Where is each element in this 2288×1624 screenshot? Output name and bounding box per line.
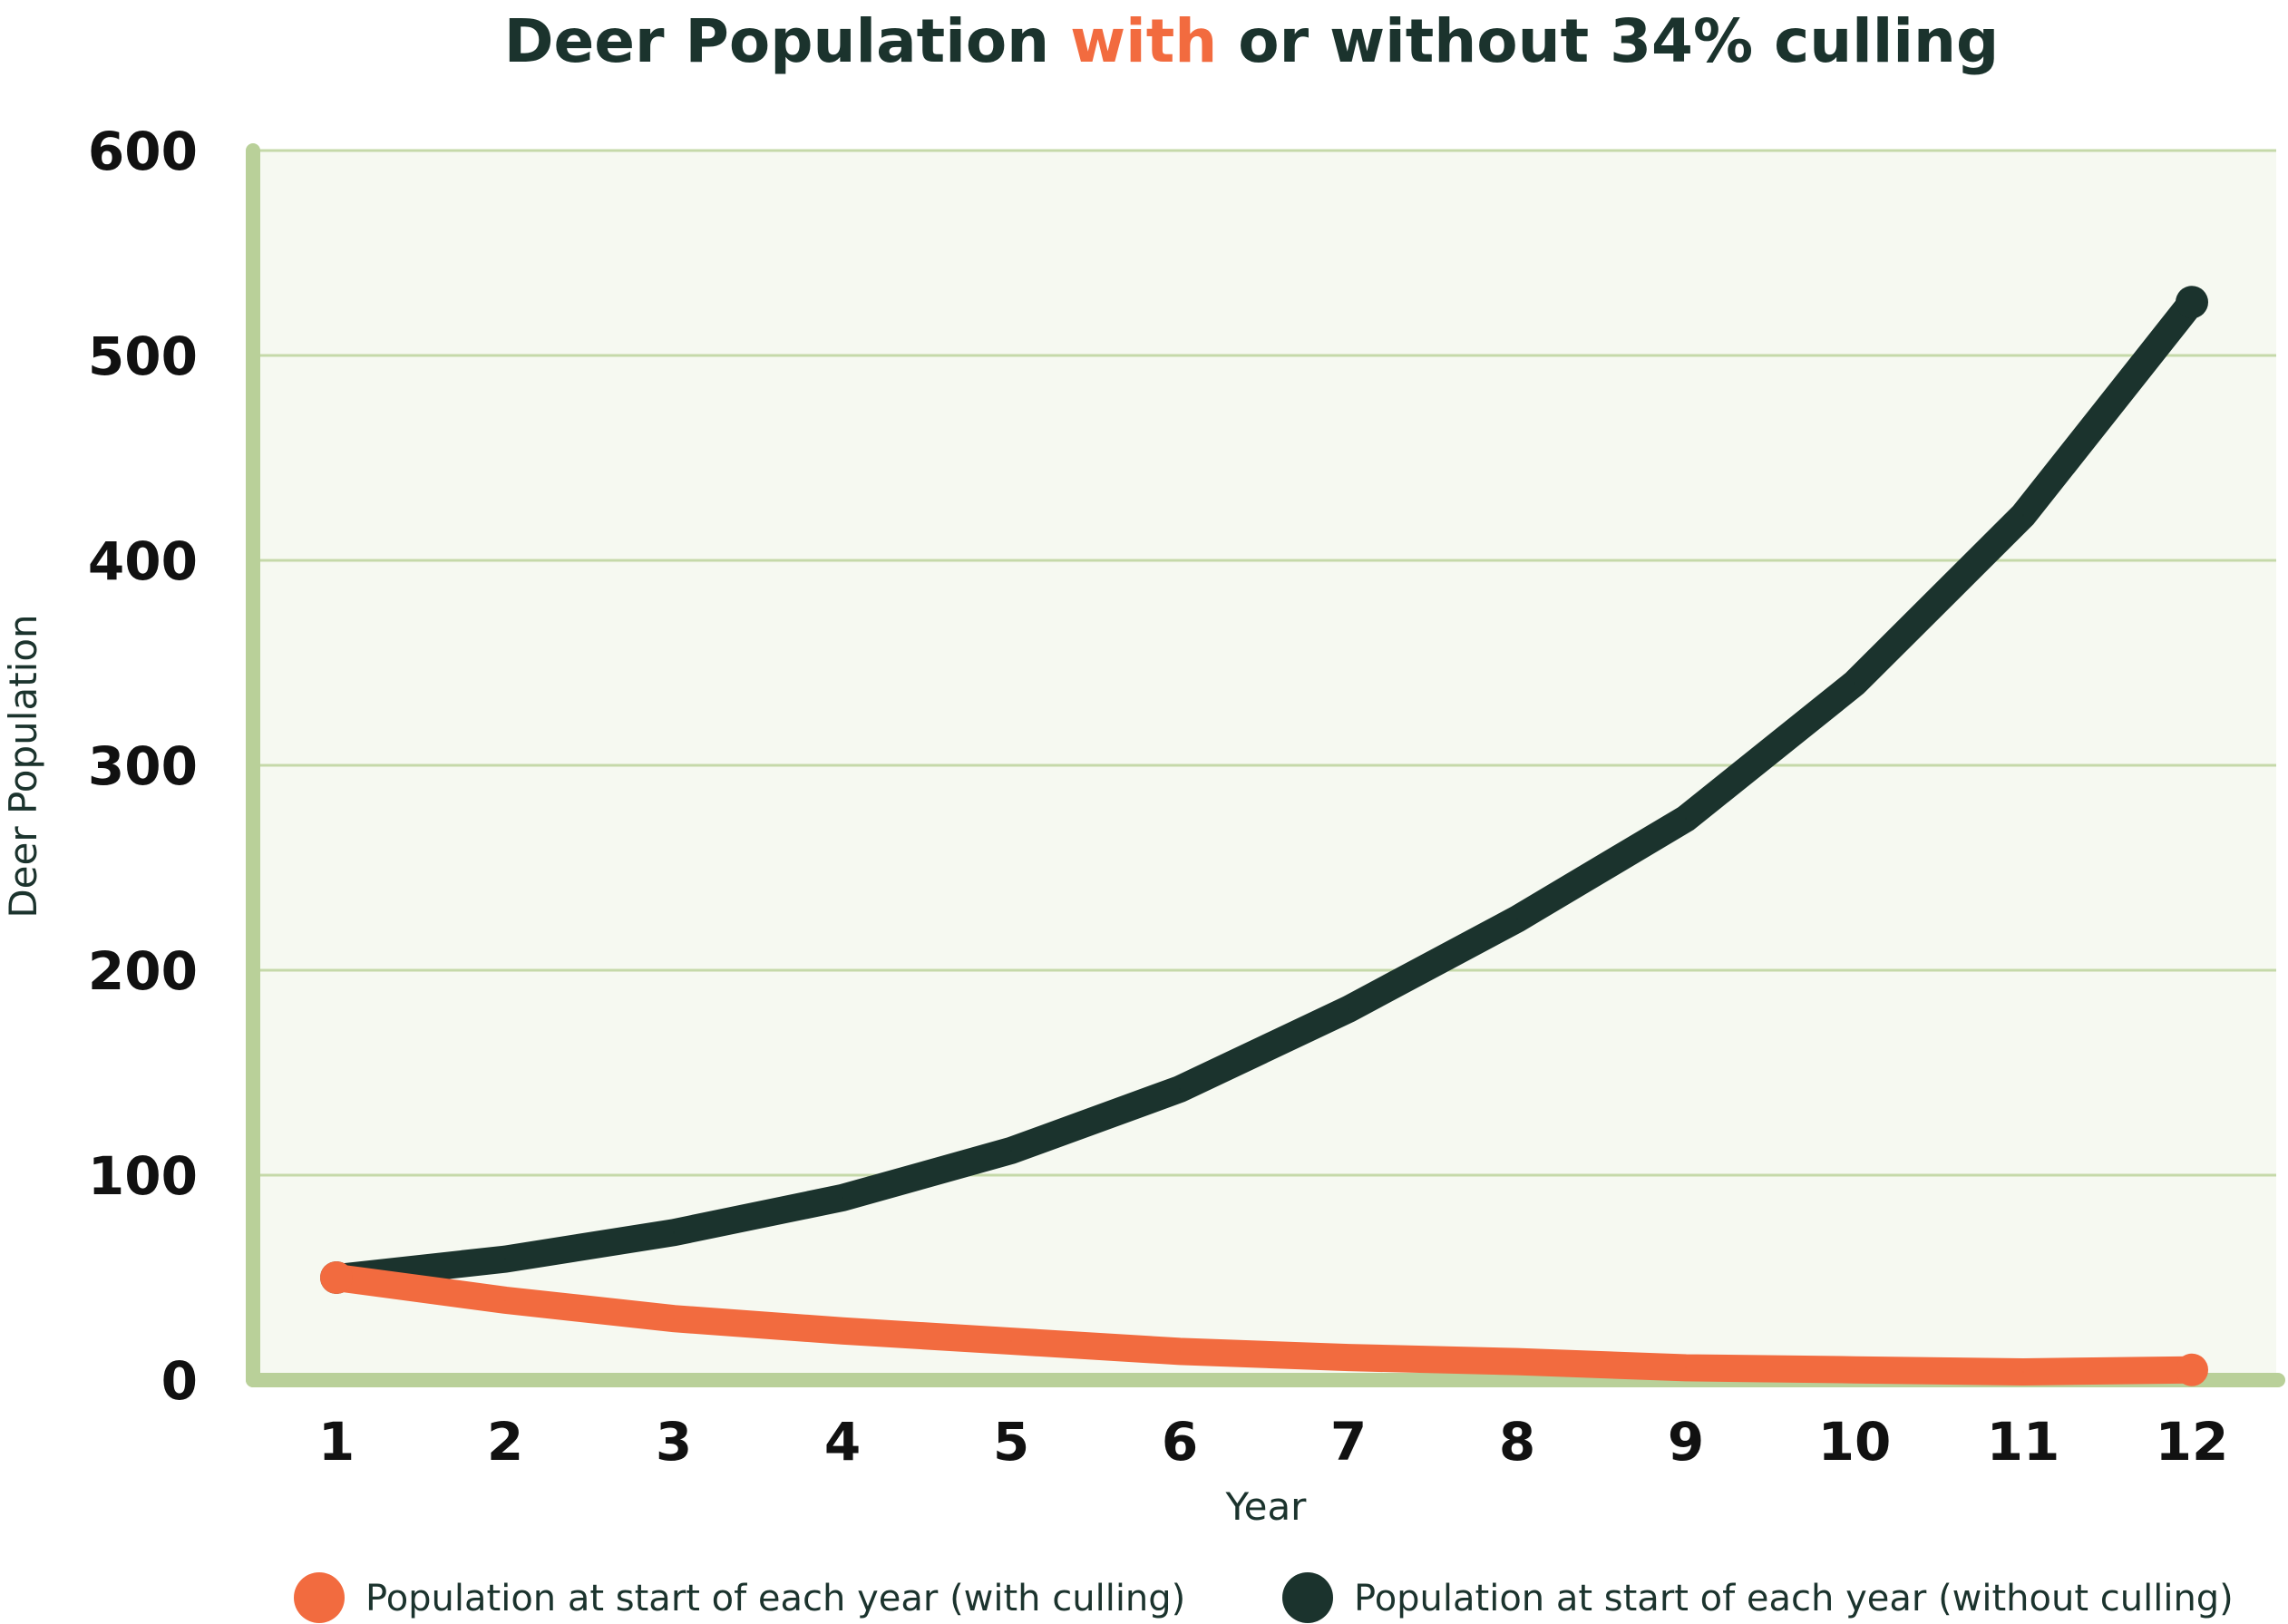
point-with-culling-2 — [504, 1298, 506, 1301]
point-with-culling-11 — [2022, 1370, 2024, 1373]
point-with-culling-6 — [1179, 1350, 1181, 1353]
series-line-without-culling — [335, 293, 2203, 1291]
point-with-culling-5 — [1010, 1340, 1012, 1343]
x-tick-4: 4 — [824, 1411, 861, 1473]
point-with-culling-1 — [320, 1261, 353, 1294]
y-tick-labels: 0 100 200 300 400 500 600 — [88, 121, 198, 1412]
y-tick-0: 0 — [161, 1350, 198, 1412]
legend-marker-with-culling — [294, 1572, 345, 1623]
y-tick-500: 500 — [88, 326, 198, 387]
y-tick-400: 400 — [88, 530, 198, 592]
point-with-culling-4 — [842, 1329, 843, 1332]
point-without-culling-12 — [2176, 286, 2208, 319]
gridlines — [253, 149, 2276, 1177]
point-without-culling-11 — [2022, 514, 2024, 517]
point-without-culling-3 — [673, 1231, 675, 1234]
y-axis-label: Deer Population — [1, 614, 45, 918]
legend-label-without-culling: Population at start of each year (withou… — [1354, 1578, 2234, 1619]
x-tick-8: 8 — [1499, 1411, 1535, 1473]
x-tick-12: 12 — [2156, 1411, 2229, 1473]
legend-label-with-culling: Population at start of each year (with c… — [365, 1578, 1185, 1619]
point-with-culling-10 — [1854, 1368, 1855, 1371]
legend-marker-without-culling — [1282, 1572, 1333, 1623]
x-tick-1: 1 — [318, 1411, 355, 1473]
x-tick-10: 10 — [1818, 1411, 1892, 1473]
point-with-culling-8 — [1516, 1360, 1518, 1363]
y-tick-300: 300 — [88, 735, 198, 797]
legend: Population at start of each year (with c… — [294, 1572, 2234, 1623]
point-without-culling-4 — [842, 1196, 843, 1199]
chart-title-highlight: with — [1070, 6, 1217, 76]
point-without-culling-10 — [1854, 682, 1855, 685]
x-tick-6: 6 — [1162, 1411, 1198, 1473]
x-tick-2: 2 — [487, 1411, 523, 1473]
chart-title: Deer Population with or without 34% cull… — [504, 6, 2000, 76]
point-with-culling-3 — [673, 1318, 675, 1320]
series-line-with-culling — [335, 1264, 2193, 1386]
point-without-culling-2 — [504, 1258, 506, 1260]
series-layer — [320, 286, 2208, 1386]
x-tick-labels: 1 2 3 4 5 6 7 8 9 10 11 12 — [318, 1411, 2229, 1473]
point-with-culling-7 — [1348, 1357, 1349, 1359]
point-without-culling-7 — [1348, 1007, 1349, 1010]
y-tick-100: 100 — [88, 1145, 198, 1207]
chart-title-part-2: or without 34% culling — [1217, 6, 1999, 76]
point-with-culling-12 — [2176, 1353, 2208, 1386]
x-tick-7: 7 — [1330, 1411, 1367, 1473]
point-without-culling-8 — [1516, 918, 1518, 920]
x-tick-3: 3 — [656, 1411, 692, 1473]
x-tick-9: 9 — [1668, 1411, 1704, 1473]
x-tick-5: 5 — [993, 1411, 1029, 1473]
point-without-culling-5 — [1010, 1149, 1012, 1152]
x-axis-label: Year — [1225, 1484, 1308, 1529]
point-without-culling-9 — [1685, 817, 1687, 820]
y-tick-600: 600 — [88, 121, 198, 182]
point-without-culling-6 — [1179, 1088, 1181, 1091]
x-tick-11: 11 — [1987, 1411, 2060, 1473]
point-with-culling-9 — [1685, 1366, 1687, 1369]
chart-title-part-1: Deer Population — [504, 6, 1070, 76]
series-with-culling — [320, 1261, 2208, 1386]
y-tick-200: 200 — [88, 940, 198, 1002]
